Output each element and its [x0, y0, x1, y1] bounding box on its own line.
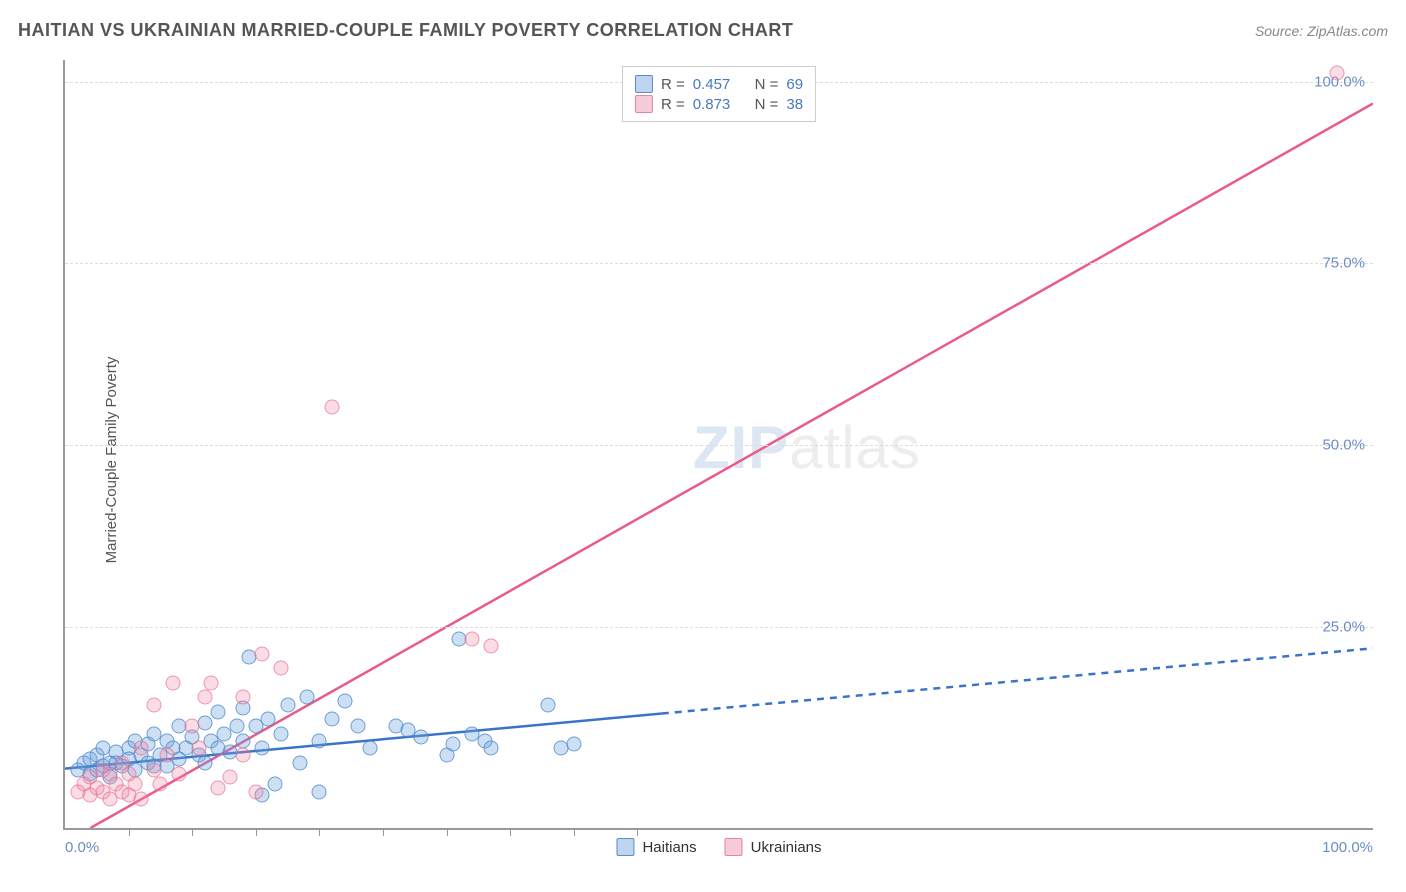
x-tick [256, 828, 257, 836]
data-point-ukrainians [255, 646, 270, 661]
x-tick [574, 828, 575, 836]
data-point-haitians [197, 715, 212, 730]
x-axis-min-label: 0.0% [65, 839, 99, 856]
data-point-ukrainians [204, 675, 219, 690]
x-tick [129, 828, 130, 836]
data-point-haitians [267, 777, 282, 792]
regression-line [662, 648, 1373, 713]
y-tick-label: 25.0% [1322, 618, 1365, 635]
watermark-zip: ZIP [693, 414, 789, 481]
data-point-haitians [274, 726, 289, 741]
data-point-haitians [229, 719, 244, 734]
data-point-ukrainians [134, 741, 149, 756]
data-point-haitians [255, 741, 270, 756]
data-point-ukrainians [1329, 65, 1344, 80]
data-point-ukrainians [274, 661, 289, 676]
data-point-ukrainians [153, 777, 168, 792]
data-point-ukrainians [127, 777, 142, 792]
data-point-ukrainians [236, 748, 251, 763]
swatch-ukrainians-icon [725, 838, 743, 856]
data-point-haitians [414, 730, 429, 745]
gridline [65, 445, 1373, 446]
data-point-ukrainians [197, 690, 212, 705]
data-point-ukrainians [147, 762, 162, 777]
swatch-haitians-icon [616, 838, 634, 856]
n-value-ukrainians: 38 [786, 96, 803, 113]
watermark-atlas: atlas [789, 414, 921, 481]
data-point-ukrainians [185, 719, 200, 734]
data-point-ukrainians [159, 748, 174, 763]
data-point-haitians [363, 741, 378, 756]
data-point-haitians [312, 733, 327, 748]
x-tick [447, 828, 448, 836]
swatch-haitians [635, 75, 653, 93]
r-label: R = [661, 96, 685, 113]
x-tick [510, 828, 511, 836]
legend-item-ukrainians: Ukrainians [725, 838, 822, 856]
data-point-ukrainians [210, 781, 225, 796]
series-legend: Haitians Ukrainians [616, 838, 821, 856]
data-point-haitians [541, 697, 556, 712]
data-point-ukrainians [464, 632, 479, 647]
x-tick [192, 828, 193, 836]
source-prefix: Source: [1255, 23, 1307, 39]
data-point-haitians [312, 784, 327, 799]
data-point-haitians [445, 737, 460, 752]
data-point-haitians [293, 755, 308, 770]
regression-lines [65, 60, 1373, 828]
x-tick [637, 828, 638, 836]
data-point-haitians [280, 697, 295, 712]
data-point-ukrainians [147, 697, 162, 712]
chart-title: HAITIAN VS UKRAINIAN MARRIED-COUPLE FAMI… [18, 20, 793, 41]
data-point-ukrainians [172, 766, 187, 781]
source-link[interactable]: ZipAtlas.com [1307, 23, 1388, 39]
n-label: N = [755, 76, 779, 93]
data-point-haitians [261, 712, 276, 727]
n-label: N = [755, 96, 779, 113]
gridline [65, 627, 1373, 628]
r-value-haitians: 0.457 [693, 76, 731, 93]
data-point-ukrainians [191, 741, 206, 756]
data-point-ukrainians [248, 784, 263, 799]
gridline [65, 263, 1373, 264]
data-point-ukrainians [134, 791, 149, 806]
data-point-haitians [337, 693, 352, 708]
legend-row-ukrainians: R = 0.873 N = 38 [635, 95, 803, 113]
data-point-ukrainians [166, 675, 181, 690]
legend-row-haitians: R = 0.457 N = 69 [635, 75, 803, 93]
legend-item-haitians: Haitians [616, 838, 696, 856]
watermark: ZIPatlas [693, 413, 921, 482]
r-value-ukrainians: 0.873 [693, 96, 731, 113]
legend-label-haitians: Haitians [642, 839, 696, 856]
data-point-haitians [236, 733, 251, 748]
data-point-ukrainians [484, 639, 499, 654]
swatch-ukrainians [635, 95, 653, 113]
y-tick-label: 50.0% [1322, 437, 1365, 454]
n-value-haitians: 69 [786, 76, 803, 93]
data-point-haitians [299, 690, 314, 705]
x-axis-max-label: 100.0% [1322, 839, 1373, 856]
data-point-haitians [197, 755, 212, 770]
data-point-ukrainians [325, 399, 340, 414]
regression-line [90, 103, 1373, 828]
legend-label-ukrainians: Ukrainians [751, 839, 822, 856]
x-tick [319, 828, 320, 836]
plot-area: ZIPatlas R = 0.457 N = 69 R = 0.873 N = … [63, 60, 1373, 830]
chart-container: Married-Couple Family Poverty ZIPatlas R… [18, 50, 1388, 870]
data-point-haitians [350, 719, 365, 734]
source-attribution: Source: ZipAtlas.com [1255, 23, 1388, 39]
data-point-ukrainians [223, 770, 238, 785]
data-point-haitians [484, 741, 499, 756]
data-point-haitians [566, 737, 581, 752]
r-label: R = [661, 76, 685, 93]
correlation-legend: R = 0.457 N = 69 R = 0.873 N = 38 [622, 66, 816, 122]
data-point-haitians [325, 712, 340, 727]
data-point-ukrainians [236, 690, 251, 705]
x-tick [383, 828, 384, 836]
y-tick-label: 75.0% [1322, 255, 1365, 272]
data-point-haitians [210, 704, 225, 719]
